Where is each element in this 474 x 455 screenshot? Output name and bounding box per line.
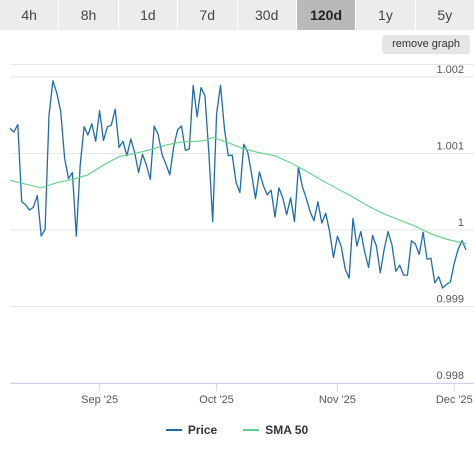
- x-tick-label: Oct '25: [199, 394, 234, 406]
- sma-series-line: [9, 136, 467, 245]
- legend-sma-label: SMA 50: [265, 423, 309, 437]
- remove-graph-button[interactable]: remove graph: [382, 35, 470, 54]
- price-chart: 1.002 1.001 1 0.999 0.998 Sep '25 Oct '25 Nov '…: [9, 64, 474, 406]
- tab-4h[interactable]: 4h: [0, 0, 60, 30]
- legend-price-swatch: [165, 429, 182, 431]
- y-tick-label: 1.001: [436, 141, 464, 153]
- legend-price-label: Price: [187, 423, 218, 437]
- tab-7d[interactable]: 7d: [178, 0, 238, 30]
- timeframe-tabs: 4h 8h 1d 7d 30d 120d 1y 5y: [0, 0, 474, 30]
- tab-120d[interactable]: 120d: [296, 0, 357, 30]
- legend-item-sma[interactable]: SMA 50: [243, 423, 308, 437]
- y-tick-label: 1: [458, 217, 464, 229]
- legend-item-price[interactable]: Price: [165, 423, 218, 437]
- tab-1d[interactable]: 1d: [119, 0, 179, 30]
- tab-5y[interactable]: 5y: [437, 7, 453, 23]
- legend-sma-swatch: [243, 429, 260, 431]
- price-series-line: [9, 80, 467, 289]
- chart-legend: Price SMA 50: [0, 420, 474, 440]
- tab-8h[interactable]: 8h: [59, 0, 119, 30]
- tab-1y[interactable]: 1y: [356, 0, 416, 30]
- x-tick-label: Sep '25: [81, 394, 118, 406]
- y-tick-label: 0.999: [436, 294, 464, 306]
- tab-30d[interactable]: 30d: [238, 0, 297, 30]
- x-tick-label: Nov '25: [319, 394, 356, 406]
- chart-top-rule: [10, 64, 474, 65]
- y-tick-label: 0.998: [436, 370, 464, 382]
- x-tick-label: Dec '25: [436, 394, 473, 406]
- y-tick-label: 1.002: [436, 64, 464, 76]
